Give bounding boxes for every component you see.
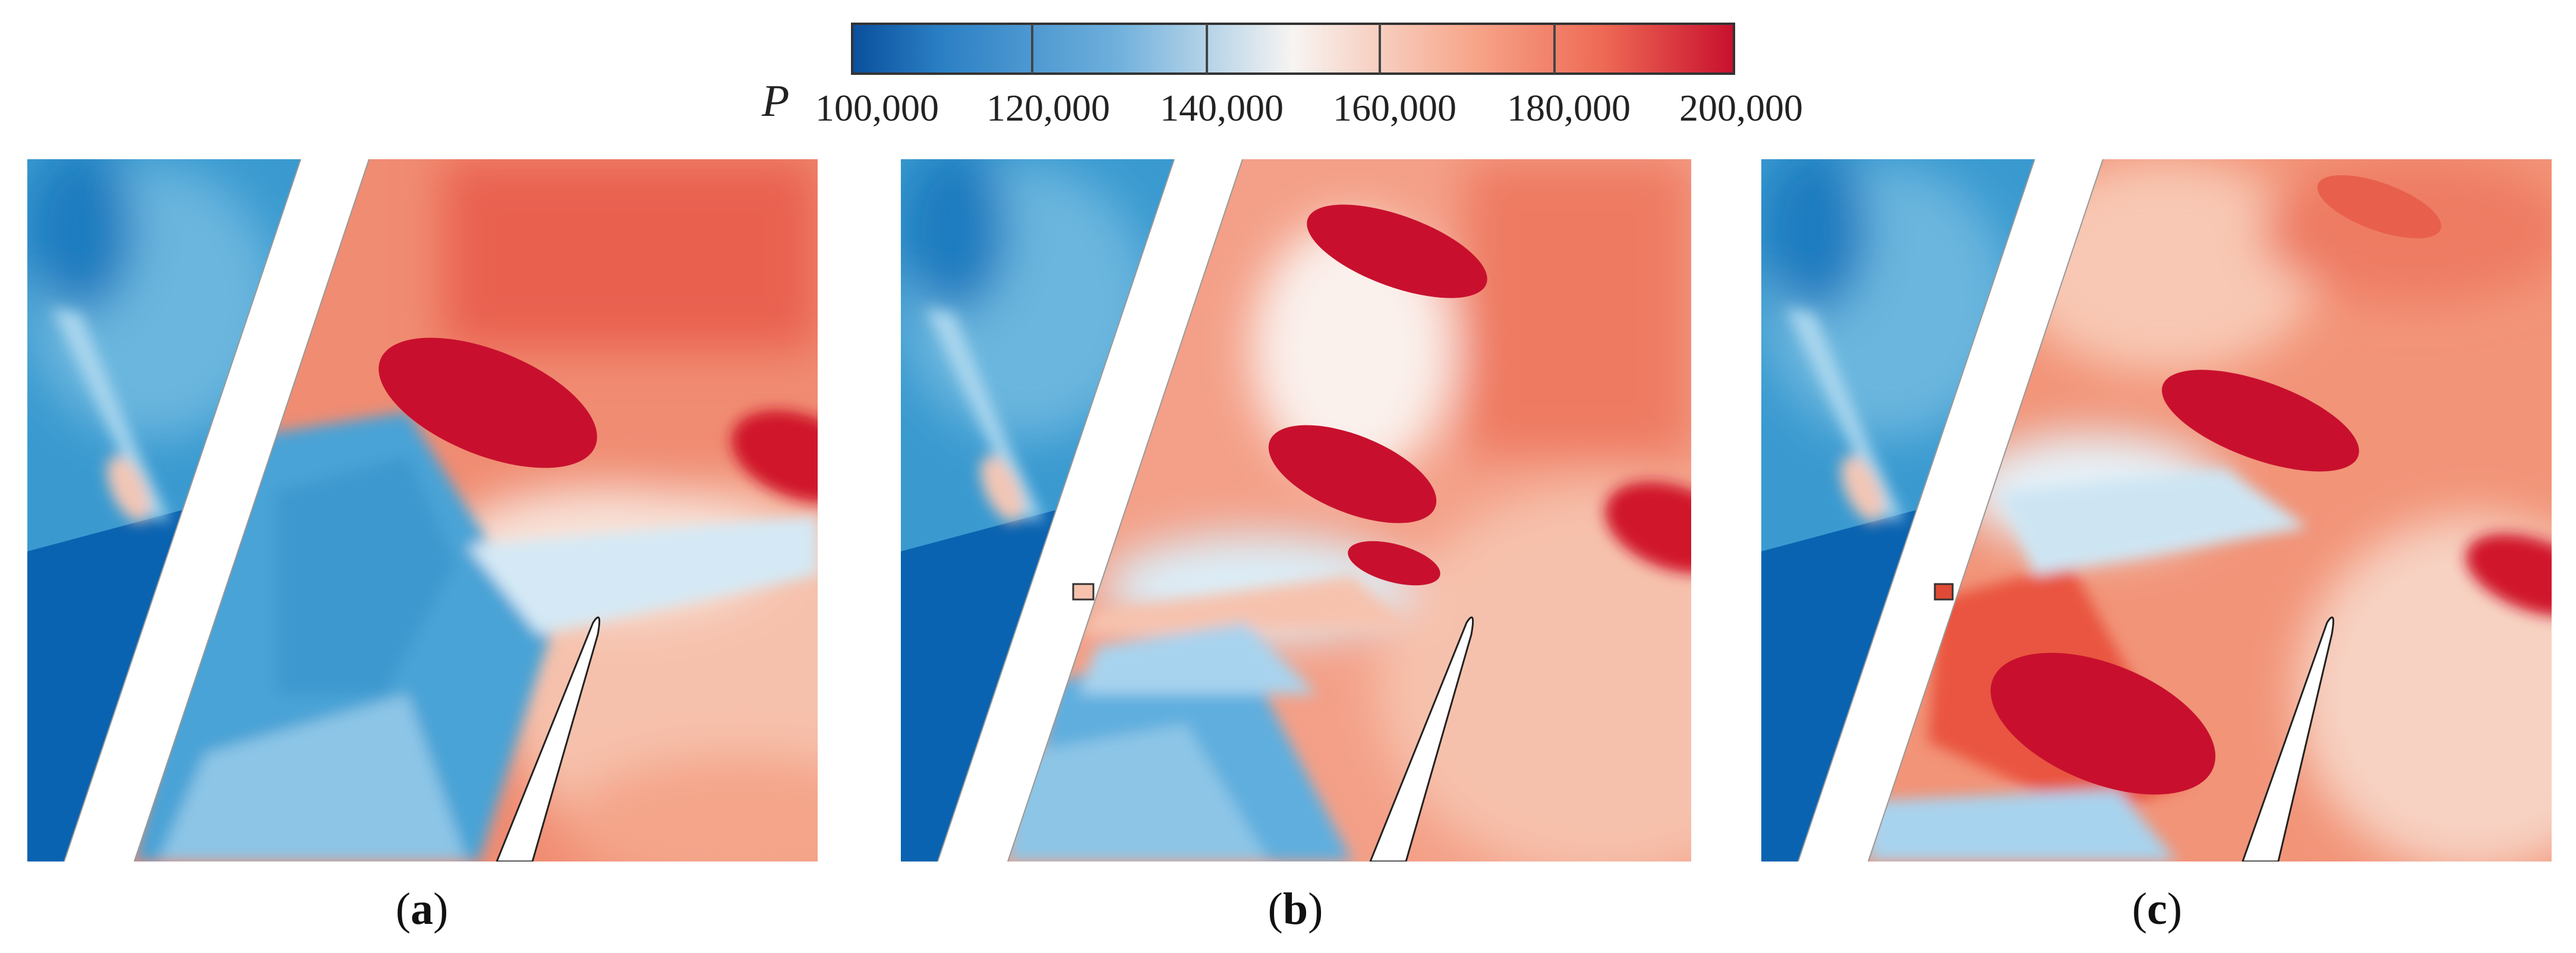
colorbar-gradient: [851, 23, 1735, 75]
caption-letter: a: [411, 884, 433, 934]
contour-panel-b: [901, 159, 1691, 862]
pressure-contour-a: [27, 159, 818, 862]
caption-letter: c: [2147, 884, 2167, 934]
pressure-contour-c: [1761, 159, 2552, 862]
contour-panel-a: [27, 159, 818, 862]
colorbar-variable: P: [762, 76, 790, 126]
pressure-contour-b: [901, 159, 1691, 862]
colorbar-tick-label: 100,000: [815, 87, 939, 129]
caption-c: (c): [2132, 884, 2183, 934]
caption-b: (b): [1267, 884, 1323, 934]
contour-panel-c: [1761, 159, 2552, 862]
colorbar-tick-label: 200,000: [1679, 87, 1803, 129]
colorbar-tick-label: 180,000: [1507, 87, 1631, 129]
caption-letter: b: [1282, 884, 1309, 934]
caption-a: (a): [395, 884, 449, 934]
colorbar-tick-label: 140,000: [1160, 87, 1284, 129]
colorbar-tick-label: 120,000: [986, 87, 1110, 129]
colorbar-tick-label: 160,000: [1333, 87, 1456, 129]
colorbar: P 100,000 120,000 140,000 160,000 180,00…: [0, 0, 2576, 154]
